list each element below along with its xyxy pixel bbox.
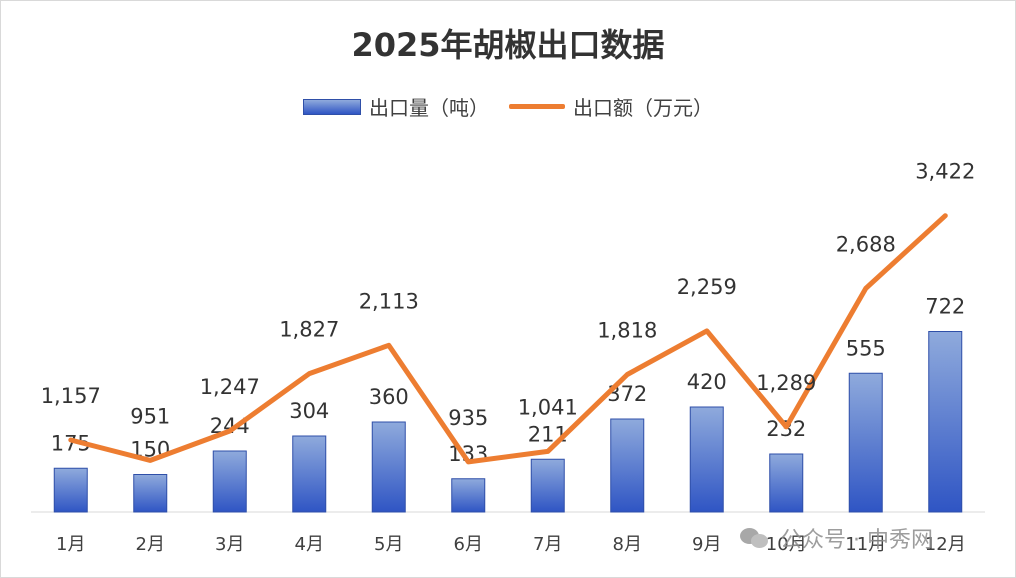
- legend-label-volume: 出口量（吨）: [369, 96, 489, 120]
- bar-9: [689, 406, 724, 513]
- x-tick-5: 5月: [374, 534, 403, 555]
- bar-7: [530, 458, 565, 513]
- line-label-5: 2,113: [359, 289, 419, 313]
- bar-6: [451, 478, 486, 513]
- line-point-12: [944, 215, 946, 217]
- bar-label-4: 304: [289, 399, 329, 423]
- legend-item-value: 出口额（万元）: [509, 92, 713, 121]
- chart-legend: 出口量（吨） 出口额（万元）: [0, 92, 1016, 121]
- line-point-7: [547, 450, 549, 452]
- bar-label-9: 420: [687, 370, 727, 394]
- watermark: 公众号 · 中秀网: [740, 522, 933, 554]
- bar-11: [848, 372, 883, 513]
- line-point-3: [229, 430, 231, 432]
- line-label-2: 951: [130, 404, 170, 428]
- line-point-5: [388, 344, 390, 346]
- line-point-4: [308, 373, 310, 375]
- line-label-6: 935: [448, 406, 488, 430]
- line-label-10: 1,289: [756, 371, 816, 395]
- bar-label-7: 211: [528, 422, 568, 446]
- x-tick-11: 11月: [845, 534, 886, 555]
- line-point-6: [467, 461, 469, 463]
- line-point-9: [706, 330, 708, 332]
- legend-label-value: 出口额（万元）: [573, 96, 713, 120]
- x-tick-4: 4月: [295, 534, 324, 555]
- bar-10: [769, 453, 804, 513]
- bar-4: [292, 435, 327, 513]
- bar-5: [371, 421, 406, 513]
- line-label-11: 2,688: [836, 232, 896, 256]
- x-tick-1: 1月: [56, 534, 85, 555]
- line-point-8: [626, 374, 628, 376]
- line-label-4: 1,827: [279, 318, 339, 342]
- watermark-text: 公众号 · 中秀网: [780, 528, 933, 553]
- line-point-1: [70, 439, 72, 441]
- legend-line-swatch: [509, 104, 565, 109]
- wechat-icon: [740, 526, 770, 550]
- line-label-3: 1,247: [200, 375, 260, 399]
- x-tick-6: 6月: [454, 534, 483, 555]
- line-point-10: [785, 426, 787, 428]
- x-tick-2: 2月: [136, 534, 165, 555]
- bar-1: [53, 467, 88, 513]
- legend-bar-swatch: [303, 98, 361, 115]
- line-series-value: [68, 213, 948, 465]
- bar-12: [928, 331, 963, 513]
- x-tick-3: 3月: [215, 534, 244, 555]
- x-tick-10: 10月: [766, 534, 807, 555]
- line-label-12: 3,422: [915, 160, 975, 184]
- line-label-1: 1,157: [41, 384, 101, 408]
- line-label-8: 1,818: [597, 319, 657, 343]
- bar-2: [133, 474, 168, 513]
- line-label-9: 2,259: [677, 275, 737, 299]
- chart-title: 2025年胡椒出口数据: [351, 26, 665, 64]
- x-tick-8: 8月: [613, 534, 642, 555]
- bar-8: [610, 418, 645, 513]
- bar-3: [212, 450, 247, 513]
- x-tick-9: 9月: [692, 534, 721, 555]
- bar-label-5: 360: [369, 385, 409, 409]
- line-point-2: [149, 459, 151, 461]
- line-label-7: 1,041: [518, 395, 578, 419]
- bar-label-12: 722: [925, 295, 965, 319]
- bar-label-11: 555: [846, 336, 886, 360]
- x-tick-12: 12月: [925, 534, 966, 555]
- line-point-11: [865, 287, 867, 289]
- x-tick-7: 7月: [533, 534, 562, 555]
- legend-item-volume: 出口量（吨）: [303, 92, 489, 121]
